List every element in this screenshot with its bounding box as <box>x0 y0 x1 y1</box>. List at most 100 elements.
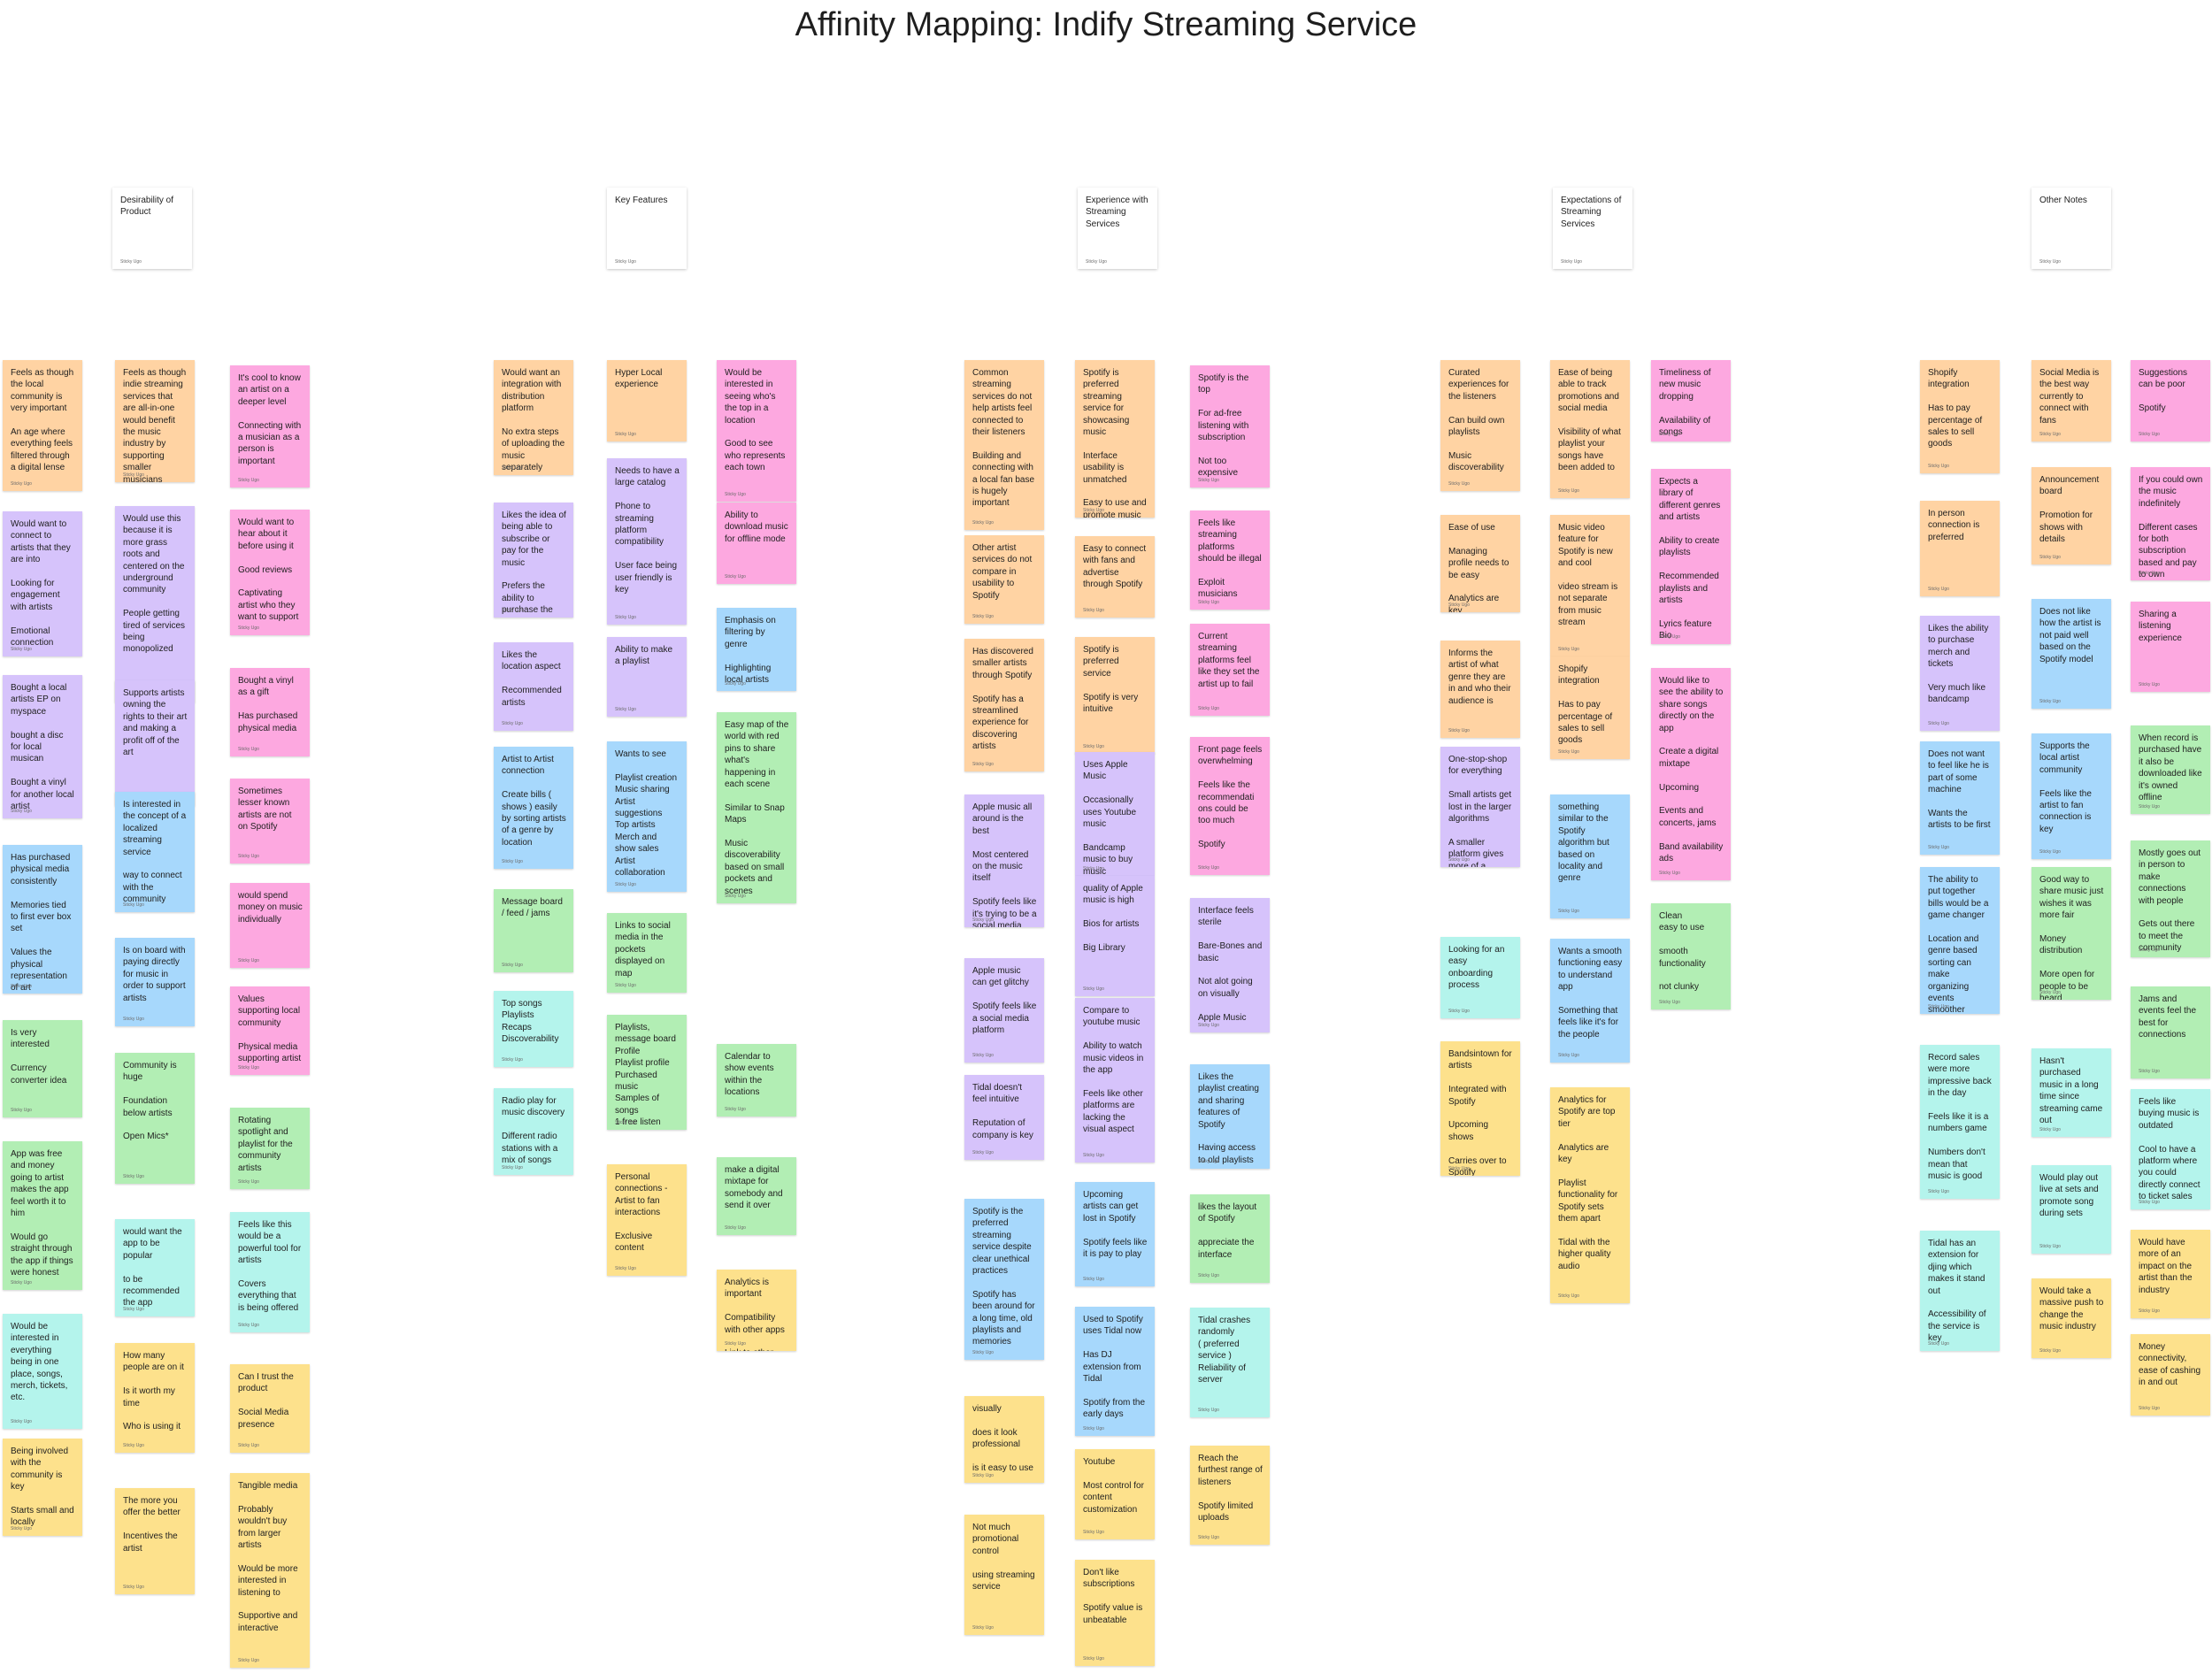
sticky-note[interactable]: The more you offer the better Incentives… <box>115 1488 195 1594</box>
sticky-note[interactable]: Upcoming artists can get lost in Spotify… <box>1075 1182 1155 1286</box>
sticky-note[interactable]: Rotating spotlight and playlist for the … <box>230 1108 310 1189</box>
sticky-note[interactable]: Money connectivity, ease of cashing in a… <box>2131 1334 2210 1416</box>
sticky-note[interactable]: It's cool to know an artist on a deeper … <box>230 365 310 487</box>
sticky-note[interactable]: Apple music can get glitchy Spotify feel… <box>964 958 1044 1063</box>
sticky-note[interactable]: Don't like subscriptions Spotify value i… <box>1075 1560 1155 1666</box>
sticky-note[interactable]: Personal connections - Artist to fan int… <box>607 1164 687 1276</box>
sticky-note[interactable]: Is on board with paying directly for mus… <box>115 938 195 1026</box>
sticky-note[interactable]: Being involved with the community is key… <box>3 1439 82 1536</box>
sticky-note[interactable]: Mostly goes out in person to make connec… <box>2131 840 2210 957</box>
sticky-note[interactable]: make a digital mixtape for somebody and … <box>717 1157 796 1235</box>
sticky-note[interactable]: Would use this because it is more grass … <box>115 506 195 702</box>
sticky-note[interactable]: Tidal doesn't feel intuitive Reputation … <box>964 1075 1044 1160</box>
sticky-note[interactable]: likes the layout of Spotify appreciate t… <box>1190 1194 1270 1283</box>
sticky-note[interactable]: Supports artists owning the rights to th… <box>115 680 195 806</box>
sticky-note[interactable]: Is very interested Currency converter id… <box>3 1020 82 1117</box>
sticky-note[interactable]: Apple music all around is the best Most … <box>964 794 1044 927</box>
sticky-note[interactable]: Record sales were more impressive back i… <box>1920 1045 2000 1199</box>
sticky-note[interactable]: Needs to have a large catalog Phone to s… <box>607 458 687 625</box>
sticky-note[interactable]: Hasn't purchased music in a long time si… <box>2032 1048 2111 1137</box>
sticky-note[interactable]: If you could own the music indefinitely … <box>2131 467 2210 580</box>
sticky-note[interactable]: Analytics is important Compatibility wit… <box>717 1270 796 1351</box>
sticky-note[interactable]: Would want an integration with distribut… <box>494 360 573 475</box>
sticky-note[interactable]: App was free and money going to artist m… <box>3 1141 82 1290</box>
sticky-note[interactable]: Sometimes lesser known artists are not o… <box>230 779 310 863</box>
sticky-note[interactable]: Youtube Most control for content customi… <box>1075 1449 1155 1539</box>
sticky-note[interactable]: Tangible media Probably wouldn't buy fro… <box>230 1473 310 1668</box>
sticky-note[interactable]: Values supporting local community Physic… <box>230 986 310 1075</box>
sticky-note[interactable]: Shopify integration Has to pay percentag… <box>1920 360 2000 473</box>
sticky-note[interactable]: Looking for an easy onboarding process St… <box>1440 937 1520 1018</box>
sticky-note[interactable]: Common streaming services do not help ar… <box>964 360 1044 530</box>
sticky-note[interactable]: Current streaming platforms feel like th… <box>1190 624 1270 716</box>
sticky-note[interactable]: Feels like buying music is outdated Cool… <box>2131 1089 2210 1209</box>
header-note[interactable]: Key Features Sticky Ugo <box>607 188 687 269</box>
sticky-note[interactable]: Top songs Playlists Recaps Discoverabili… <box>494 991 573 1067</box>
sticky-note[interactable]: Likes the idea of being able to subscrib… <box>494 503 573 618</box>
sticky-note[interactable]: Tidal has an extension for djing which m… <box>1920 1231 2000 1351</box>
sticky-note[interactable]: Expects a library of different genres an… <box>1651 469 1731 644</box>
sticky-note[interactable]: Informs the artist of what genre they ar… <box>1440 641 1520 738</box>
sticky-note[interactable]: Jams and events feel the best for connec… <box>2131 986 2210 1078</box>
sticky-note[interactable]: Emphasis on filtering by genre Highlight… <box>717 608 796 691</box>
sticky-note[interactable]: Other artist services do not compare in … <box>964 535 1044 624</box>
sticky-note[interactable]: Message board / feed / jams Sticky Ugo <box>494 889 573 972</box>
sticky-note[interactable]: Feels like this would be a powerful tool… <box>230 1212 310 1332</box>
sticky-note[interactable]: The ability to put together bills would … <box>1920 867 2000 1014</box>
sticky-note[interactable]: Ease of use Managing profile needs to be… <box>1440 515 1520 612</box>
sticky-note[interactable]: something similar to the Spotify algorit… <box>1550 794 1630 918</box>
sticky-note[interactable]: Interface feels sterile Bare-Bones and b… <box>1190 898 1270 1032</box>
sticky-note[interactable]: Likes the playlist creating and sharing … <box>1190 1064 1270 1169</box>
sticky-note[interactable]: Calendar to show events within the locat… <box>717 1044 796 1117</box>
sticky-note[interactable]: Radio play for music discovery Different… <box>494 1088 573 1175</box>
sticky-note[interactable]: Playlists, message board Profile Playlis… <box>607 1015 687 1130</box>
sticky-note[interactable]: would spend money on music individually S… <box>230 883 310 968</box>
sticky-note[interactable]: Spotify is the preferred streaming servi… <box>964 1199 1044 1360</box>
sticky-note[interactable]: Suggestions can be poor Spotify Sticky Ug… <box>2131 360 2210 441</box>
sticky-note[interactable]: would want the app to be popular to be r… <box>115 1219 195 1316</box>
sticky-note[interactable]: Front page feels overwhelming Feels like… <box>1190 737 1270 875</box>
sticky-note[interactable]: Spotify is the top For ad-free listening… <box>1190 365 1270 487</box>
sticky-note[interactable]: Clean easy to use smooth functionality n… <box>1651 903 1731 1009</box>
sticky-note[interactable]: Spotify is preferred streaming service f… <box>1075 360 1155 518</box>
sticky-note[interactable]: Easy to connect with fans and advertise … <box>1075 536 1155 618</box>
header-note[interactable]: Experience with Streaming Services Sticky… <box>1078 188 1157 269</box>
sticky-note[interactable]: Curated experiences for the listeners Ca… <box>1440 360 1520 491</box>
sticky-note[interactable]: Is interested in the concept of a locali… <box>115 792 195 912</box>
sticky-note[interactable]: Likes the location aspect Recommended ar… <box>494 642 573 731</box>
sticky-note[interactable]: Would take a massive push to change the … <box>2032 1278 2111 1358</box>
sticky-note[interactable]: Wants a smooth functioning easy to under… <box>1550 939 1630 1063</box>
sticky-note[interactable]: Bought a local artists EP on myspace bou… <box>3 675 82 818</box>
sticky-note[interactable]: Does not like how the artist is not paid… <box>2032 599 2111 709</box>
sticky-note[interactable]: Not much promotional control using strea… <box>964 1515 1044 1635</box>
sticky-note[interactable]: Links to social media in the pockets dis… <box>607 913 687 993</box>
sticky-note[interactable]: Timeliness of new music dropping Availab… <box>1651 360 1731 441</box>
sticky-note[interactable]: Social Media is the best way currently t… <box>2032 360 2111 441</box>
sticky-note[interactable]: visually does it look professional is it… <box>964 1396 1044 1483</box>
sticky-note[interactable]: Feels as though the local community is v… <box>3 360 82 491</box>
sticky-note[interactable]: When record is purchased have it also be… <box>2131 725 2210 814</box>
sticky-note[interactable]: Would like to see the ability to share s… <box>1651 668 1731 880</box>
sticky-note[interactable]: Spotify is preferred service Spotify is … <box>1075 637 1155 754</box>
sticky-note[interactable]: Would be interested in seeing who's the … <box>717 360 796 502</box>
sticky-note[interactable]: Compare to youtube music Ability to watc… <box>1075 998 1155 1163</box>
sticky-note[interactable]: Uses Apple Music Occasionally uses Youtu… <box>1075 752 1155 876</box>
sticky-note[interactable]: Tidal crashes randomly ( preferred servi… <box>1190 1308 1270 1417</box>
sticky-note[interactable]: Can I trust the product Social Media pre… <box>230 1364 310 1453</box>
sticky-note[interactable]: Ability to download music for offline mo… <box>717 503 796 584</box>
sticky-note[interactable]: Supports the local artist community Feel… <box>2032 733 2111 859</box>
sticky-note[interactable]: Would be interested in everything being … <box>3 1314 82 1429</box>
sticky-note[interactable]: Feels like streaming platforms should be… <box>1190 510 1270 610</box>
sticky-note[interactable]: Artist to Artist connection Create bills… <box>494 747 573 869</box>
sticky-note[interactable]: Ability to make a playlist Sticky Ugo <box>607 637 687 717</box>
header-note[interactable]: Desirability of Product Sticky Ugo <box>112 188 192 269</box>
sticky-note[interactable]: Would play out live at sets and promote … <box>2032 1165 2111 1254</box>
sticky-note[interactable]: Would want to hear about it before using… <box>230 510 310 635</box>
sticky-note[interactable]: Likes the ability to purchase merch and … <box>1920 616 2000 731</box>
sticky-note[interactable]: Ease of being able to track promotions a… <box>1550 360 1630 498</box>
header-note[interactable]: Expectations of Streaming Services Sticky… <box>1553 188 1632 269</box>
sticky-note[interactable]: Wants to see Playlist creation Music sha… <box>607 741 687 892</box>
sticky-note[interactable]: Would have more of an impact on the arti… <box>2131 1230 2210 1318</box>
sticky-note[interactable]: Analytics for Spotify are top tier Analy… <box>1550 1087 1630 1303</box>
